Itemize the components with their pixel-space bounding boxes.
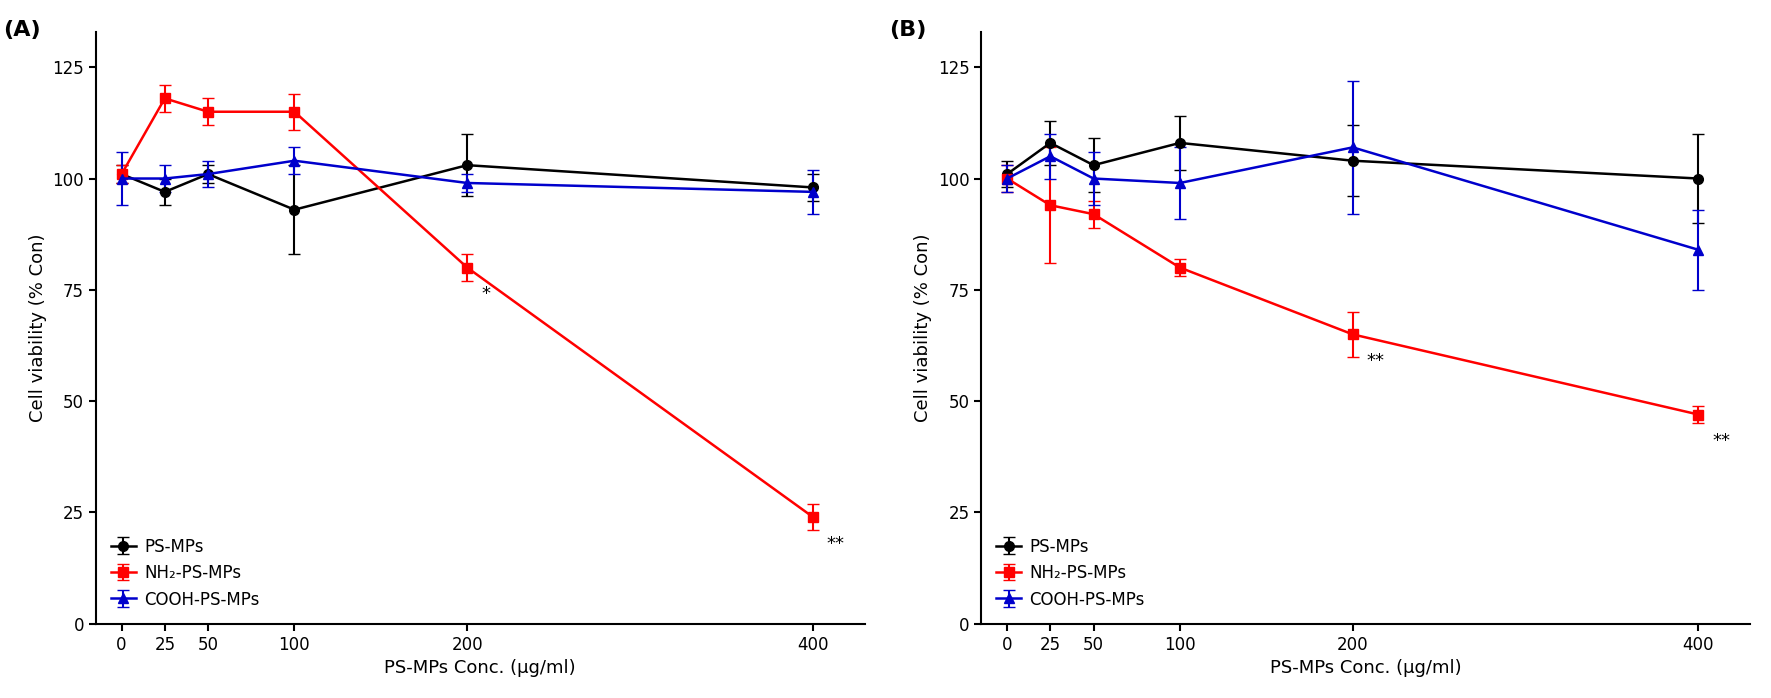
Text: *: *	[482, 285, 491, 304]
X-axis label: PS-MPs Conc. (μg/ml): PS-MPs Conc. (μg/ml)	[1270, 659, 1461, 677]
Text: **: **	[1713, 432, 1730, 450]
Text: (B): (B)	[889, 20, 926, 40]
Text: **: **	[1367, 352, 1385, 370]
Legend: PS-MPs, NH₂-PS-MPs, COOH-PS-MPs: PS-MPs, NH₂-PS-MPs, COOH-PS-MPs	[990, 531, 1151, 616]
Text: **: **	[827, 535, 845, 553]
Text: (A): (A)	[4, 20, 41, 40]
Legend: PS-MPs, NH₂-PS-MPs, COOH-PS-MPs: PS-MPs, NH₂-PS-MPs, COOH-PS-MPs	[104, 531, 266, 616]
X-axis label: PS-MPs Conc. (μg/ml): PS-MPs Conc. (μg/ml)	[384, 659, 576, 677]
Y-axis label: Cell viability (% Con): Cell viability (% Con)	[914, 233, 932, 422]
Y-axis label: Cell viability (% Con): Cell viability (% Con)	[28, 233, 46, 422]
